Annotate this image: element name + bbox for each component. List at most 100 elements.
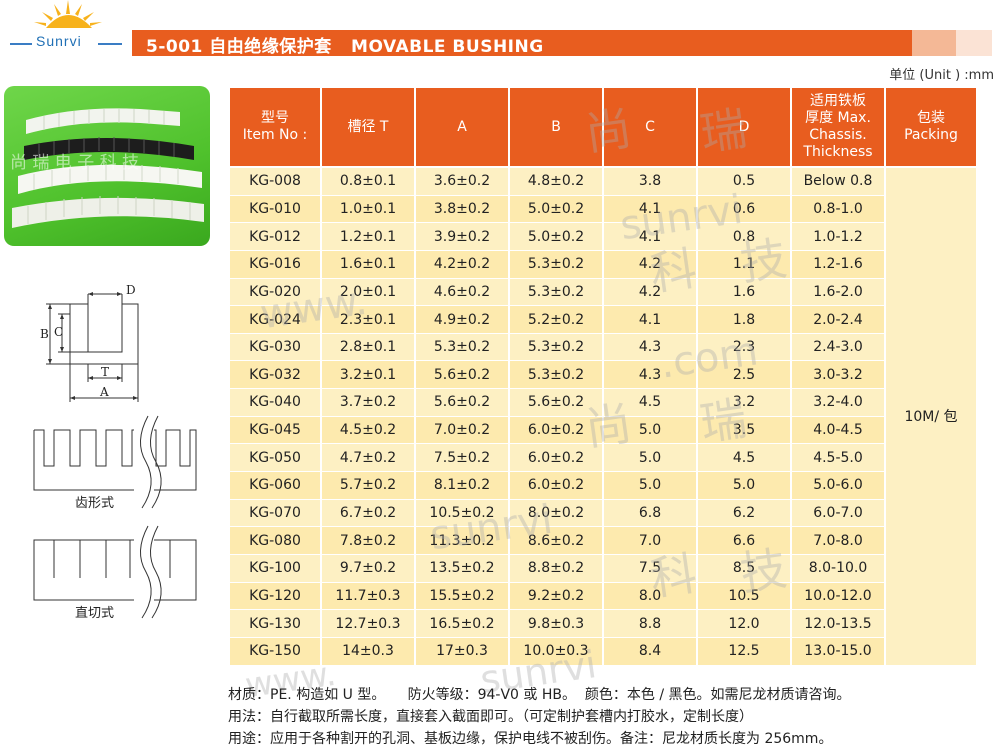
- cell-item: KG-030: [230, 333, 320, 362]
- cell-a: 3.8±0.2: [416, 195, 508, 224]
- cell-t: 2.8±0.1: [322, 333, 414, 362]
- cell-item: KG-150: [230, 637, 320, 666]
- cell-d: 1.1: [698, 250, 790, 279]
- cell-thickness: 1.6-2.0: [792, 278, 884, 307]
- cell-a: 17±0.3: [416, 637, 508, 666]
- cell-a: 5.3±0.2: [416, 333, 508, 362]
- cell-item: KG-040: [230, 389, 320, 417]
- col-header-d: D: [698, 88, 790, 168]
- table-row: KG-020 2.0±0.1 4.6±0.2 5.3±0.2 4.2 1.6 1.6-2.0: [230, 278, 976, 307]
- cell-t: 1.6±0.1: [322, 250, 414, 279]
- dim-label-a: A: [99, 385, 109, 399]
- cell-b: 6.0±0.2: [510, 416, 602, 445]
- brand-logo: Sunrvi: [6, 0, 131, 60]
- col-header-packing: 包装 Packing: [886, 88, 976, 168]
- table-row: KG-008 0.8±0.1 3.6±0.2 4.8±0.2 3.8 0.5 Below 0…: [230, 168, 976, 666]
- cell-thickness: 3.0-3.2: [792, 361, 884, 390]
- cell-c: 4.5: [604, 389, 696, 417]
- cell-a: 7.5±0.2: [416, 444, 508, 473]
- cell-b: 4.8±0.2: [510, 168, 602, 196]
- cell-t: 7.8±0.2: [322, 527, 414, 555]
- cell-b: 5.3±0.2: [510, 278, 602, 307]
- cell-t: 9.7±0.2: [322, 554, 414, 583]
- cell-c: 7.5: [604, 554, 696, 583]
- cell-a: 3.6±0.2: [416, 168, 508, 196]
- cell-item: KG-020: [230, 278, 320, 307]
- cell-t: 1.0±0.1: [322, 195, 414, 224]
- cell-d: 2.3: [698, 333, 790, 362]
- cell-b: 5.3±0.2: [510, 250, 602, 279]
- cell-t: 3.2±0.1: [322, 361, 414, 390]
- cell-c: 5.0: [604, 416, 696, 445]
- table-row: KG-130 12.7±0.3 16.5±0.2 9.8±0.3 8.8 12.0 12.0…: [230, 610, 976, 638]
- cell-c: 6.8: [604, 499, 696, 528]
- dim-label-c: C: [54, 325, 63, 339]
- cell-thickness: 2.4-3.0: [792, 333, 884, 362]
- cell-d: 2.5: [698, 361, 790, 390]
- product-notes: 材质：PE. 构造如 U 型。 防火等级：94-V0 或 HB。 颜色：本色 /…: [228, 684, 851, 750]
- table-row: KG-120 11.7±0.3 15.5±0.2 9.2±0.2 8.0 10.5 10.0…: [230, 582, 976, 611]
- cell-item: KG-080: [230, 527, 320, 555]
- cell-thickness: 12.0-13.5: [792, 610, 884, 638]
- cell-a: 8.1±0.2: [416, 472, 508, 500]
- title-bar-accent: [912, 30, 956, 56]
- cell-item: KG-016: [230, 250, 320, 279]
- cell-a: 5.6±0.2: [416, 389, 508, 417]
- cell-a: 11.3±0.2: [416, 527, 508, 555]
- cross-section-diagram: B C D T A: [36, 280, 156, 414]
- table-row: KG-010 1.0±0.1 3.8±0.2 5.0±0.2 4.1 0.6 0.8-1.0: [230, 195, 976, 224]
- cell-b: 8.8±0.2: [510, 554, 602, 583]
- cell-thickness: 2.0-2.4: [792, 306, 884, 334]
- cell-t: 0.8±0.1: [322, 168, 414, 196]
- logo-rule-right: [98, 43, 122, 45]
- cell-item: KG-100: [230, 554, 320, 583]
- cell-item: KG-012: [230, 223, 320, 251]
- cell-t: 3.7±0.2: [322, 389, 414, 417]
- note-material: 材质：PE. 构造如 U 型。 防火等级：94-V0 或 HB。 颜色：本色 /…: [228, 687, 851, 703]
- cell-c: 4.1: [604, 195, 696, 224]
- table-header-row: 型号 Item No : 槽径 T A B C D 适用铁板 厚度 Max. C…: [230, 88, 976, 168]
- table-row: KG-040 3.7±0.2 5.6±0.2 5.6±0.2 4.5 3.2 3.2-4.0: [230, 389, 976, 417]
- cell-thickness: 6.0-7.0: [792, 499, 884, 528]
- cell-a: 16.5±0.2: [416, 610, 508, 638]
- table-row: KG-070 6.7±0.2 10.5±0.2 8.0±0.2 6.8 6.2 6.0-7.…: [230, 499, 976, 528]
- cell-a: 15.5±0.2: [416, 582, 508, 611]
- cell-a: 5.6±0.2: [416, 361, 508, 390]
- cell-thickness: 7.0-8.0: [792, 527, 884, 555]
- cell-d: 0.8: [698, 223, 790, 251]
- cell-thickness: 1.2-1.6: [792, 250, 884, 279]
- logo-rule-left: [10, 43, 32, 45]
- col-header-b: B: [510, 88, 602, 168]
- cell-c: 4.2: [604, 250, 696, 279]
- dim-label-b: B: [40, 327, 49, 341]
- cell-thickness: 4.0-4.5: [792, 416, 884, 445]
- cell-d: 1.6: [698, 278, 790, 307]
- table-row: KG-050 4.7±0.2 7.5±0.2 6.0±0.2 5.0 4.5 4.5-5.0: [230, 444, 976, 473]
- cell-c: 8.8: [604, 610, 696, 638]
- title-bar: 5-001 自由绝缘保护套 MOVABLE BUSHING: [132, 30, 912, 57]
- title-bar-accent-light: [956, 30, 992, 56]
- cell-a: 7.0±0.2: [416, 416, 508, 445]
- cell-b: 5.3±0.2: [510, 333, 602, 362]
- cell-d: 12.5: [698, 637, 790, 666]
- cell-a: 4.9±0.2: [416, 306, 508, 334]
- unit-label: 单位 (Unit ) :mm: [889, 68, 994, 83]
- cell-item: KG-045: [230, 416, 320, 445]
- cell-thickness: 8.0-10.0: [792, 554, 884, 583]
- cell-d: 3.5: [698, 416, 790, 445]
- cell-t: 1.2±0.1: [322, 223, 414, 251]
- cell-t: 11.7±0.3: [322, 582, 414, 611]
- toothed-style-diagram: 齿形式: [30, 412, 200, 516]
- cell-t: 12.7±0.3: [322, 610, 414, 638]
- cell-d: 4.5: [698, 444, 790, 473]
- dim-label-t: T: [101, 365, 109, 379]
- cell-b: 9.2±0.2: [510, 582, 602, 611]
- cell-d: 5.0: [698, 472, 790, 500]
- col-header-a: A: [416, 88, 508, 168]
- cell-b: 5.0±0.2: [510, 195, 602, 224]
- col-header-item: 型号 Item No :: [230, 88, 320, 168]
- cell-d: 3.2: [698, 389, 790, 417]
- cell-item: KG-070: [230, 499, 320, 528]
- cell-c: 8.4: [604, 637, 696, 666]
- sun-logo-icon: [34, 0, 102, 28]
